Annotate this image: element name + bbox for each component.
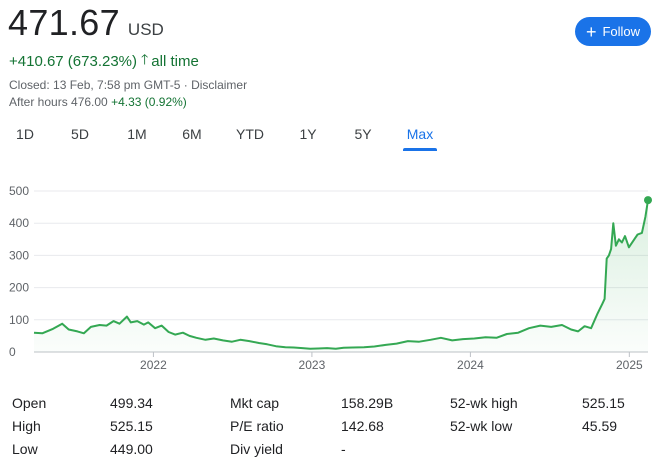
tab-6m[interactable]: 6M [182,126,202,142]
x-tick-label: 2024 [457,358,484,372]
stats-table: Open 499.34 Mkt cap 158.29B 52-wk high 5… [0,392,660,461]
tab-5d[interactable]: 5D [71,126,89,142]
stat-value-high: 525.15 [110,418,153,434]
x-tick-label: 2022 [140,358,167,372]
after-hours-label: After hours 476.00 [9,95,108,109]
tab-1d[interactable]: 1D [16,126,34,142]
x-axis: 2022 2023 2024 2025 [140,352,643,372]
range-tabs: 1D 5D 1M 6M YTD 1Y 5Y Max [0,124,660,152]
arrow-up-icon: 🡑 [141,51,149,67]
after-hours-info: After hours 476.00 +4.33 (0.92%) [9,95,187,109]
follow-button[interactable]: + Follow [575,17,651,46]
tab-1y[interactable]: 1Y [299,126,317,142]
stats-row: Open 499.34 Mkt cap 158.29B 52-wk high 5… [0,392,660,415]
price-chart[interactable]: 0 100 200 300 400 500 2022 2023 2024 2025 [0,175,660,375]
y-tick-label: 300 [9,248,29,262]
stat-value-pe-ratio: 142.68 [341,418,384,434]
stat-value-mkt-cap: 158.29B [341,395,394,411]
y-tick-label: 0 [9,345,16,359]
after-hours-change: +4.33 (0.92%) [111,95,187,109]
stat-label-52wk-low: 52-wk low [450,418,513,434]
stat-value-div-yield: - [341,441,346,457]
price-header: 471.67 USD [8,2,164,44]
price-line [33,199,649,350]
stat-label-open: Open [12,395,47,411]
change-period: all time [151,52,199,70]
price-change: +410.67 (673.23%) 🡑 all time [9,49,199,73]
y-tick-label: 500 [9,184,29,198]
stat-label-52wk-high: 52-wk high [450,395,518,411]
currency-label: USD [127,20,164,39]
active-tab-indicator [403,148,437,151]
stat-value-open: 499.34 [110,395,153,411]
change-value: +410.67 (673.23%) [9,52,138,70]
closed-info: Closed: 13 Feb, 7:58 pm GMT-5 · Disclaim… [9,78,248,92]
tab-max[interactable]: Max [406,126,434,142]
follow-button-label: Follow [602,24,641,39]
last-price-marker [644,196,652,205]
plus-icon: + [585,21,597,42]
stat-value-52wk-low: 45.59 [582,418,618,434]
tab-ytd[interactable]: YTD [236,126,264,142]
y-axis: 0 100 200 300 400 500 [9,184,29,359]
current-price: 471.67 [8,2,120,43]
stats-row: High 525.15 P/E ratio 142.68 52-wk low 4… [0,415,660,438]
stat-label-low: Low [12,441,38,457]
stat-value-52wk-high: 525.15 [582,395,625,411]
tab-1m[interactable]: 1M [127,126,147,142]
x-tick-label: 2023 [299,358,326,372]
y-tick-label: 400 [9,216,29,230]
stat-label-pe-ratio: P/E ratio [230,418,284,434]
stat-label-div-yield: Div yield [230,441,283,457]
stat-value-low: 449.00 [110,441,153,457]
y-tick-label: 100 [9,313,29,327]
price-area [34,200,648,352]
tab-5y[interactable]: 5Y [354,126,372,142]
stats-row: Low 449.00 Div yield - [0,438,660,461]
x-tick-label: 2025 [616,358,643,372]
stat-label-high: High [12,418,41,434]
y-tick-label: 200 [9,281,29,295]
stat-label-mkt-cap: Mkt cap [230,395,280,411]
